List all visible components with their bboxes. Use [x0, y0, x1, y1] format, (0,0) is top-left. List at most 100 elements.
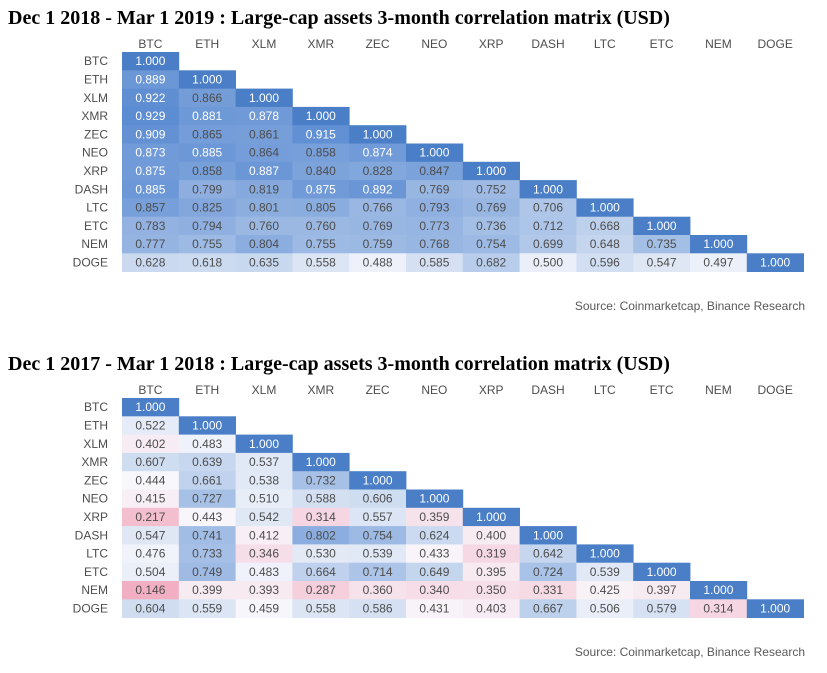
cell-doge-dash [519, 599, 577, 618]
cell-nem-nem [690, 235, 748, 254]
row-label-btc: BTC [84, 54, 108, 68]
cell-doge-zec [349, 599, 407, 618]
cell-xmr-eth [178, 106, 236, 126]
cell-value: 0.847 [419, 164, 449, 178]
cell-etc-neo [406, 562, 464, 582]
cell-etc-xrp [462, 562, 520, 582]
cell-value: 0.539 [590, 565, 620, 579]
cell-neo-btc [122, 489, 180, 509]
row-label-zec: ZEC [84, 127, 108, 141]
cell-eth-btc [122, 416, 180, 435]
cell-value: 0.425 [590, 583, 620, 597]
cell-value: 0.359 [419, 510, 449, 524]
cell-value: 0.804 [249, 237, 279, 251]
cell-value: 0.395 [476, 565, 506, 579]
cell-nem-xmr [292, 235, 350, 254]
cell-value: 0.825 [192, 201, 222, 215]
cell-xrp-zec [349, 507, 407, 527]
row-label-neo: NEO [82, 492, 108, 506]
cell-value: 0.588 [306, 492, 336, 506]
cell-etc-zec [349, 562, 407, 582]
cell-value: 0.604 [135, 601, 165, 615]
cell-nem-xmr [292, 581, 350, 600]
cell-neo-xmr [292, 489, 350, 509]
row-label-xmr: XMR [81, 455, 108, 469]
cell-etc-xmr [292, 216, 350, 236]
cell-value: 0.858 [306, 146, 336, 160]
cell-value: 0.668 [590, 219, 620, 233]
cell-value: 0.769 [419, 182, 449, 196]
cell-xrp-btc [122, 507, 180, 527]
cell-value: 0.500 [533, 255, 563, 269]
cell-value: 0.483 [249, 565, 279, 579]
cell-dash-xlm [235, 180, 293, 199]
cell-value: 0.459 [249, 601, 279, 615]
cell-value: 0.760 [249, 219, 279, 233]
cell-xrp-eth [178, 507, 236, 527]
cell-zec-xmr [292, 471, 350, 490]
cell-value: 0.682 [476, 255, 506, 269]
row-label-nem: NEM [81, 583, 108, 597]
cell-value: 1.000 [306, 109, 336, 123]
cell-value: 0.732 [306, 473, 336, 487]
row-label-dash: DASH [75, 182, 108, 196]
cell-value: 0.350 [476, 583, 506, 597]
cell-value: 0.585 [419, 255, 449, 269]
cell-value: 0.558 [306, 601, 336, 615]
cell-value: 0.217 [135, 510, 165, 524]
cell-nem-xrp [462, 581, 520, 600]
row-label-xlm: XLM [83, 437, 108, 451]
col-label-ltc: LTC [594, 37, 616, 51]
cell-value: 0.865 [192, 127, 222, 141]
cell-doge-dash [519, 253, 577, 272]
cell-value: 0.881 [192, 109, 222, 123]
cell-value: 0.864 [249, 146, 279, 160]
cell-value: 0.664 [306, 565, 336, 579]
cell-doge-doge [746, 253, 804, 272]
cell-value: 0.736 [476, 219, 506, 233]
row-label-etc: ETC [84, 565, 108, 579]
cell-ltc-xlm [235, 544, 293, 564]
row-label-xmr: XMR [81, 109, 108, 123]
cell-value: 0.399 [192, 583, 222, 597]
col-label-btc: BTC [138, 37, 162, 51]
cell-value: 0.403 [476, 601, 506, 615]
cell-value: 0.866 [192, 91, 222, 105]
cell-value: 0.875 [306, 182, 336, 196]
col-label-zec: ZEC [366, 383, 390, 397]
cell-value: 0.639 [192, 455, 222, 469]
cell-value: 0.400 [476, 528, 506, 542]
col-label-ltc: LTC [594, 383, 616, 397]
cell-nem-zec [349, 235, 407, 254]
cell-doge-xlm [235, 253, 293, 272]
cell-value: 0.624 [419, 528, 449, 542]
cell-dash-zec [349, 180, 407, 199]
cell-xlm-btc [122, 434, 180, 454]
cell-neo-xmr [292, 143, 350, 163]
cell-doge-xrp [462, 253, 520, 272]
cell-value: 1.000 [306, 455, 336, 469]
cell-xmr-xlm [235, 452, 293, 472]
cell-value: 0.768 [419, 237, 449, 251]
cell-value: 0.412 [249, 528, 279, 542]
cell-value: 0.699 [533, 237, 563, 251]
cell-nem-etc [633, 235, 691, 254]
cell-nem-nem [690, 581, 748, 600]
cell-value: 0.769 [476, 201, 506, 215]
cell-dash-dash [519, 180, 577, 199]
cell-neo-zec [349, 143, 407, 163]
cell-xrp-xlm [235, 161, 293, 181]
cell-value: 0.799 [192, 182, 222, 196]
row-label-ltc: LTC [86, 547, 108, 561]
col-label-neo: NEO [421, 383, 447, 397]
cell-zec-eth [178, 125, 236, 144]
cell-ltc-xrp [462, 544, 520, 564]
cell-value: 0.483 [192, 437, 222, 451]
cell-value: 1.000 [135, 400, 165, 414]
cell-nem-btc [122, 235, 180, 254]
cell-value: 0.538 [249, 473, 279, 487]
cell-value: 0.922 [135, 91, 165, 105]
cell-doge-eth [178, 253, 236, 272]
cell-neo-neo [406, 489, 464, 509]
cell-value: 1.000 [363, 473, 393, 487]
